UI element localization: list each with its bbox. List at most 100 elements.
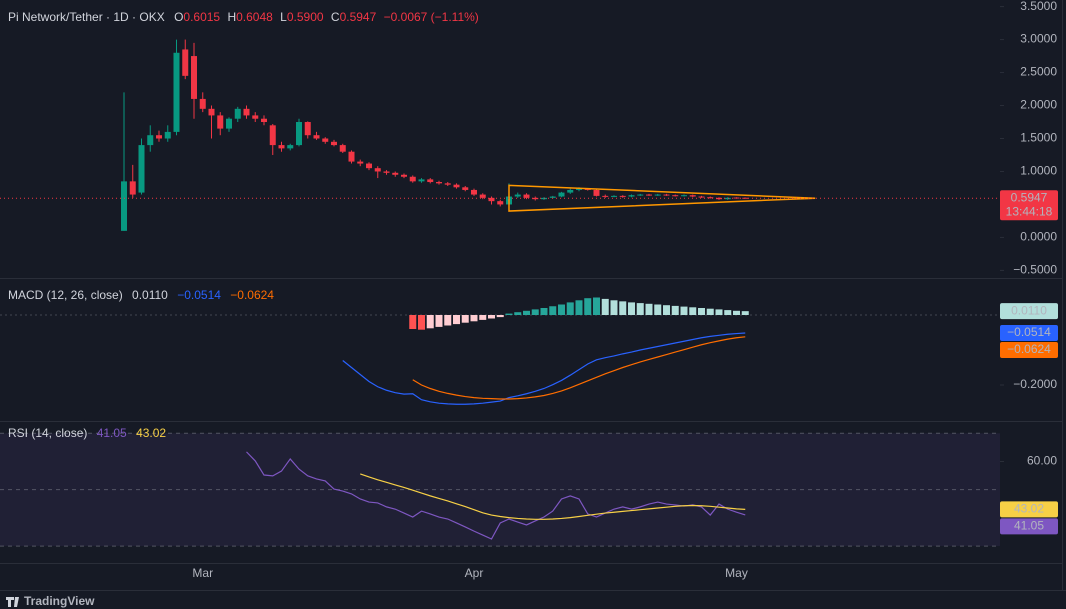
y-tick-label: 2.5000 <box>1020 65 1057 79</box>
candle-body <box>567 189 574 193</box>
histogram-bar <box>663 305 670 315</box>
histogram-bar <box>575 300 583 315</box>
indicator-line <box>412 336 746 400</box>
histogram-bar <box>523 310 530 315</box>
indicator-line <box>342 332 746 405</box>
price-badge-label: 0.0110 <box>1011 303 1047 317</box>
legend-value: 41.05 <box>97 426 127 440</box>
histogram-bar <box>584 298 592 315</box>
candle-body <box>488 197 495 202</box>
candle-body <box>121 181 127 231</box>
histogram-bar <box>601 298 609 315</box>
macd-legend: MACD (12, 26, close) 0.0110 −0.0514 −0.0… <box>8 288 274 302</box>
legend-key: O <box>174 10 183 24</box>
candle-body <box>707 197 714 199</box>
legend-value: −0.0624 <box>230 288 274 302</box>
legend-value: 0.6048 <box>236 10 273 24</box>
candle-body <box>514 194 521 197</box>
histogram-bar <box>689 307 697 315</box>
candle-body <box>278 145 285 149</box>
histogram-bar <box>505 313 513 315</box>
candle-body <box>471 189 477 195</box>
candle-body <box>269 125 276 146</box>
marks: 3.50003.00002.50002.00001.50001.00000.50… <box>0 0 1058 580</box>
price-badge <box>1000 190 1058 221</box>
candle-body <box>348 151 355 162</box>
histogram-bar <box>496 315 504 318</box>
histogram-bar <box>698 308 705 315</box>
legend-value: 43.02 <box>136 426 166 440</box>
candle-body <box>226 118 232 129</box>
candle-body <box>191 56 197 99</box>
candle-body <box>217 115 224 129</box>
candle-body <box>724 197 731 200</box>
legend-value: −0.0514 <box>177 288 221 302</box>
histogram-bar <box>741 311 749 315</box>
candle-body <box>208 108 215 116</box>
histogram-bar <box>636 303 644 315</box>
histogram-bar <box>619 301 627 315</box>
histogram-bar <box>628 302 635 315</box>
y-tick-label: 3.5000 <box>1020 0 1057 13</box>
histogram-bar <box>409 315 417 329</box>
histogram-bar <box>488 315 495 319</box>
candle-body <box>261 118 267 123</box>
price-legend: Pi Network/Tether · 1D · OKX O0.6015 H0.… <box>8 10 479 24</box>
candle-body <box>252 115 259 119</box>
indicator-line <box>246 451 746 540</box>
candle-body <box>637 194 644 196</box>
price-badge <box>1000 501 1058 518</box>
price-badge-label: −0.0514 <box>1007 325 1051 339</box>
legend-change: −0.0067 (−1.11%) <box>384 10 479 24</box>
histogram-bar <box>593 297 600 315</box>
legend-key: H <box>227 10 236 24</box>
candle-body <box>619 195 626 197</box>
legend-key: C <box>331 10 340 24</box>
histogram-bar <box>610 300 618 315</box>
candle-body <box>313 135 320 139</box>
y-tick-label: 0.0000 <box>1020 230 1057 244</box>
histogram-bar <box>645 303 653 315</box>
brand-name[interactable]: TradingView <box>24 594 95 608</box>
price-badge-label: 0.5947 <box>1011 190 1048 204</box>
candle-body <box>129 181 136 195</box>
y-tick-label: 60.00 <box>1027 454 1057 468</box>
candle-body <box>558 192 565 197</box>
candle-body <box>646 194 652 196</box>
histogram-bar <box>418 315 425 330</box>
candle-body <box>611 195 617 197</box>
candle-body <box>523 194 530 198</box>
candle-body <box>322 138 329 142</box>
candle-body <box>138 145 145 193</box>
price-badge <box>1000 341 1058 358</box>
y-tick-label: 1.0000 <box>1020 164 1057 178</box>
candle-body <box>672 195 679 197</box>
candle-body <box>287 145 294 149</box>
y-tick-label: −0.5000 <box>1013 263 1057 277</box>
brand-logo <box>6 597 19 607</box>
histogram-bar <box>453 315 460 325</box>
y-tick-label: 3.0000 <box>1020 32 1057 46</box>
candle-body <box>401 174 407 177</box>
histogram-bar <box>654 304 662 315</box>
price-badge-label: 41.05 <box>1014 519 1044 533</box>
price-badge <box>1000 324 1058 341</box>
candle-body <box>427 179 434 183</box>
price-badge <box>1000 518 1058 535</box>
indicator-line <box>360 473 746 520</box>
histogram-bar <box>479 315 487 320</box>
y-tick-label: 2.0000 <box>1020 98 1057 112</box>
candle-body <box>331 141 337 146</box>
candle-body <box>199 98 206 109</box>
candle-body <box>436 182 442 184</box>
candle-body <box>689 195 696 197</box>
candle-body <box>339 145 346 152</box>
candle-body <box>716 197 722 200</box>
candle-body <box>479 194 486 198</box>
legend-key: L <box>280 10 287 24</box>
candle-body <box>453 184 460 188</box>
candle-body <box>497 201 504 205</box>
candle-body <box>409 176 416 182</box>
